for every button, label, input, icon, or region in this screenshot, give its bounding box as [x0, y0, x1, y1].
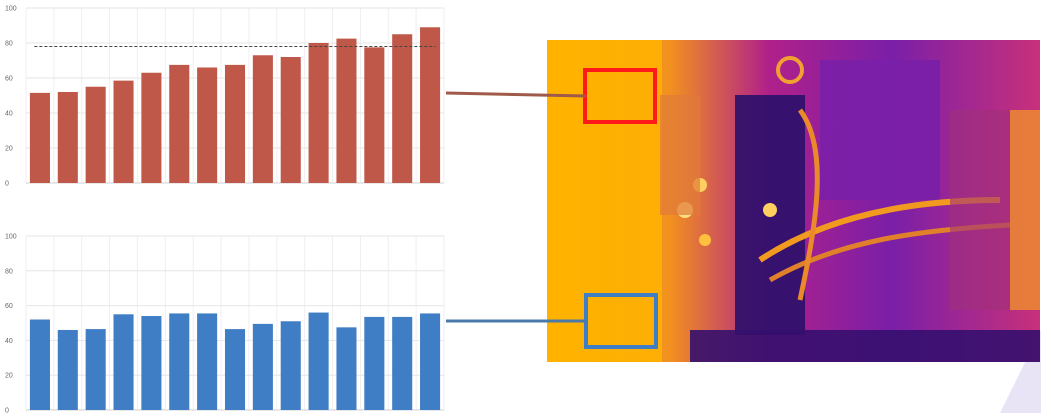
- y-tick-label: 0: [5, 408, 9, 413]
- thermal-dark-block-2: [820, 60, 940, 200]
- bar: [252, 323, 273, 410]
- bar: [336, 38, 357, 183]
- bar: [169, 313, 190, 410]
- bar: [392, 34, 413, 183]
- bar: [85, 329, 106, 410]
- thermal-ring: [776, 56, 804, 84]
- hot-region-connector: [445, 91, 587, 98]
- bar: [280, 321, 301, 410]
- bar: [252, 55, 273, 183]
- thermal-fitting-1: [660, 95, 700, 215]
- y-tick-label: 80: [5, 41, 13, 48]
- bar: [85, 86, 106, 183]
- thermal-dark-strip: [690, 330, 1040, 362]
- bar: [57, 329, 78, 410]
- bar: [364, 316, 385, 410]
- bar: [224, 329, 246, 410]
- bar: [420, 313, 441, 410]
- thermal-cable-3: [797, 108, 820, 301]
- y-tick-label: 60: [5, 76, 13, 83]
- bar: [364, 47, 385, 183]
- bar: [197, 67, 218, 183]
- y-tick-label: 40: [5, 111, 13, 118]
- thermal-right-hot-edge: [1010, 110, 1040, 310]
- y-tick-label: 20: [5, 373, 13, 380]
- chart-bottom: 0 20 40 60 80 100: [5, 234, 445, 413]
- thermal-left-hot-panel: [547, 40, 662, 362]
- y-tick-label: 20: [5, 146, 13, 153]
- bar: [141, 316, 162, 410]
- thermal-image: [547, 40, 1040, 362]
- bar: [392, 316, 413, 410]
- bar: [169, 64, 190, 183]
- bar: [308, 43, 329, 183]
- thermal-terminal-row: [950, 110, 1010, 310]
- bar: [336, 327, 357, 410]
- y-tick-label: 100: [5, 6, 17, 13]
- thermal-hotspot-4: [699, 234, 711, 246]
- y-tick-label: 40: [5, 338, 13, 345]
- bar: [280, 57, 301, 183]
- bar: [113, 314, 134, 410]
- bar: [29, 319, 50, 410]
- y-tick-label: 100: [5, 234, 17, 241]
- chart-top: 0 20 40 60 80 100: [5, 6, 445, 188]
- bar: [308, 312, 329, 410]
- thermal-hotspot-3: [763, 203, 777, 217]
- y-tick-label: 80: [5, 268, 13, 275]
- y-tick-label: 0: [5, 181, 9, 188]
- y-tick-label: 60: [5, 303, 13, 310]
- bar: [141, 72, 162, 183]
- bar: [57, 92, 78, 183]
- bar: [113, 80, 134, 183]
- bar: [224, 64, 246, 183]
- bar: [197, 313, 218, 410]
- bar: [29, 92, 50, 183]
- bar: [420, 27, 441, 183]
